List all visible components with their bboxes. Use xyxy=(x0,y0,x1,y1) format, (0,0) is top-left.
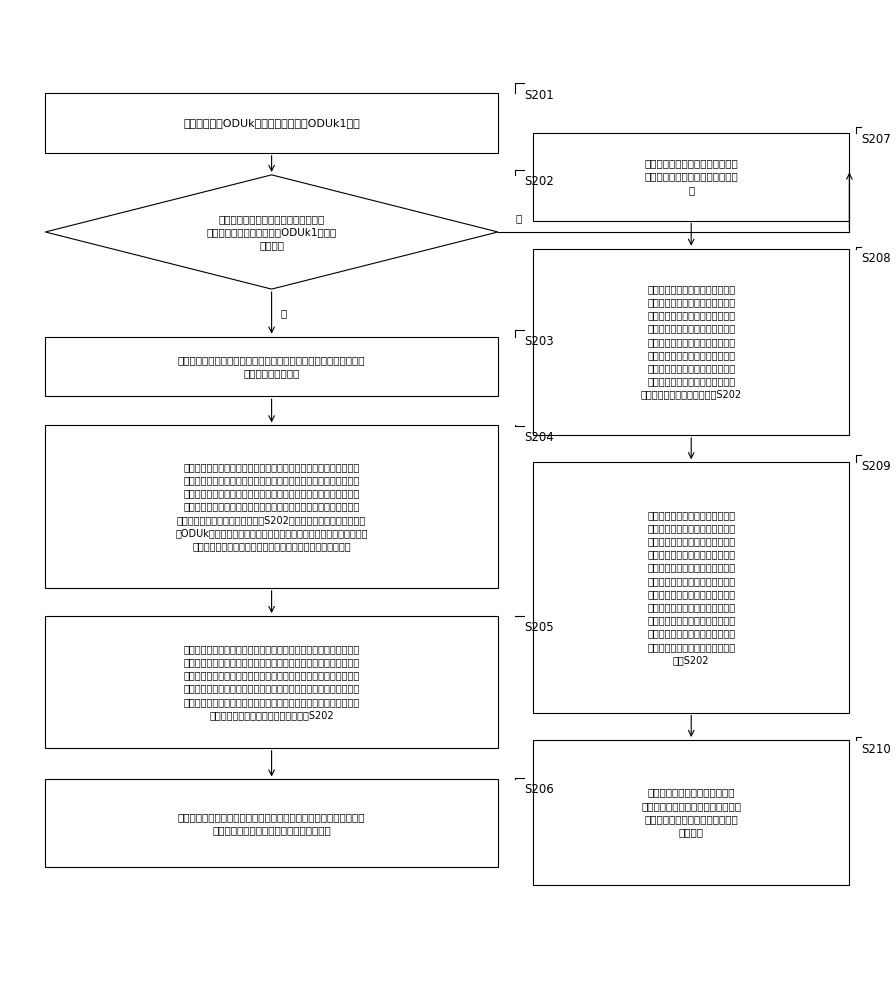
Text: S202: S202 xyxy=(524,175,554,188)
Text: S208: S208 xyxy=(861,252,891,265)
Text: 所述第一节点设备获取第二信息，
将所述第二信息发送至下游节点设
备: 所述第一节点设备获取第二信息， 将所述第二信息发送至下游节点设 备 xyxy=(644,158,738,195)
FancyBboxPatch shape xyxy=(533,462,849,713)
Text: 是: 是 xyxy=(280,308,287,318)
Text: 第三节点设备接收上游节点设备发
送的所述第二信息，根据所述第二
信息获取所述第二信息对应的第二
倒换条件，判断本节点上是否存在
比所述第二倒换条件的处理优先级
: 第三节点设备接收上游节点设备发 送的所述第二信息，根据所述第二 信息获取所述第二… xyxy=(647,510,736,665)
Text: S203: S203 xyxy=(524,335,554,348)
Text: 网管预先设置ODUk共享保护环的高阶ODUk1组群: 网管预先设置ODUk共享保护环的高阶ODUk1组群 xyxy=(183,118,360,128)
FancyBboxPatch shape xyxy=(46,616,498,748)
Text: S205: S205 xyxy=(524,621,554,634)
Text: 否: 否 xyxy=(515,213,521,223)
FancyBboxPatch shape xyxy=(46,779,498,867)
Text: S204: S204 xyxy=(524,431,554,444)
Text: 所述第一节点设备根据所述故障信息获取第一信息，将所述第一信息
发送至下游节点设备: 所述第一节点设备根据所述故障信息获取第一信息，将所述第一信息 发送至下游节点设备 xyxy=(177,355,366,378)
Text: 当所述第二节点设备接收下游节点设备发送的第一倒换确认信息时，
根据所述第一消息实现中断业务的组群倒换: 当所述第二节点设备接收下游节点设备发送的第一倒换确认信息时， 根据所述第一消息实… xyxy=(177,812,366,835)
Text: 第二节点设备接收上游节点设备发送的所述第一信息，根据所述第一
信息获取所述第一信息对应的第一倒换条件，判断本节点上是否存在
比所述第一倒换条件的处理优先级更高的: 第二节点设备接收上游节点设备发送的所述第一信息，根据所述第一 信息获取所述第一信… xyxy=(176,462,368,551)
Text: S206: S206 xyxy=(524,783,554,796)
Text: 第二节点设备接收上游节点设备发
送的所述第二信息，根据所述第二
信息获取所述第二信息对应的第二
倒换条件，判断本节点上是否存在
比所述第二倒换条件的处理优先级
: 第二节点设备接收上游节点设备发 送的所述第二信息，根据所述第二 信息获取所述第二… xyxy=(641,284,742,400)
Text: S209: S209 xyxy=(861,460,891,473)
FancyBboxPatch shape xyxy=(46,337,498,396)
FancyBboxPatch shape xyxy=(533,249,849,435)
Text: S201: S201 xyxy=(524,89,554,102)
Text: 当所述第二节点设备接收下游节
点设备发送的第二倒换确认信息时，
根据所述第二信息实现中断业务的
个体倒换: 当所述第二节点设备接收下游节 点设备发送的第二倒换确认信息时， 根据所述第二信息… xyxy=(642,788,741,837)
FancyBboxPatch shape xyxy=(533,133,849,221)
Text: S207: S207 xyxy=(861,133,891,146)
FancyBboxPatch shape xyxy=(46,425,498,588)
Polygon shape xyxy=(46,175,498,289)
Text: 第三节点设备接收上游节点设备发送的所述第一信息，根据所述第一
信息获取所述第一信息对应的第一倒换条件，判断本节点上是否存在
比所述第一倒换条件的处理优先级更高的: 第三节点设备接收上游节点设备发送的所述第一信息，根据所述第一 信息获取所述第一信… xyxy=(184,644,359,720)
FancyBboxPatch shape xyxy=(533,740,849,885)
Text: S210: S210 xyxy=(861,743,891,756)
Text: 第一节点设备获取故障信息，判断所述
故障信息是否属于所述高阶ODUk1组群的
倒换条件: 第一节点设备获取故障信息，判断所述 故障信息是否属于所述高阶ODUk1组群的 倒… xyxy=(206,214,337,250)
FancyBboxPatch shape xyxy=(46,93,498,153)
